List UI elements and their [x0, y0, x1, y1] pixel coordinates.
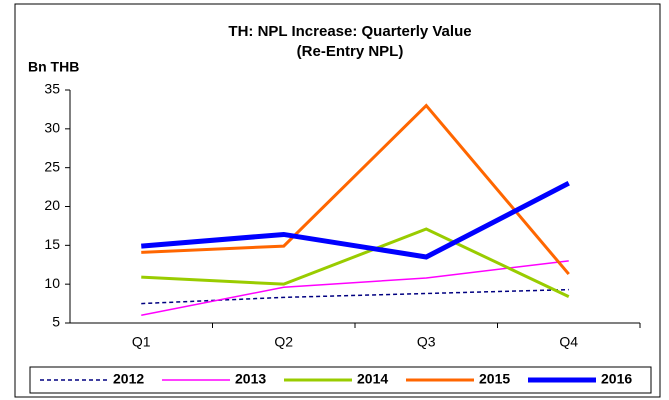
x-tick-label: Q3 — [417, 334, 436, 350]
legend-label: 2013 — [235, 371, 266, 387]
y-tick-label: 25 — [44, 158, 60, 174]
chart-subtitle: (Re-Entry NPL) — [297, 43, 404, 60]
chart-frame — [14, 3, 661, 398]
series-line — [141, 180, 570, 260]
legend-label: 2015 — [479, 371, 510, 387]
y-tick-label: 35 — [44, 81, 60, 97]
series-line — [141, 260, 569, 316]
y-tick-label: 15 — [44, 236, 60, 252]
series-line — [141, 227, 570, 298]
y-tick-label: 30 — [44, 120, 60, 136]
x-tick-label: Q2 — [274, 334, 293, 350]
y-tick-label: 10 — [44, 275, 60, 291]
x-tick-label: Q4 — [559, 334, 578, 350]
chart-title: TH: NPL Increase: Quarterly Value — [228, 23, 471, 40]
y-tick-label: 20 — [44, 197, 60, 213]
y-axis-label: Bn THB — [28, 59, 79, 75]
series-line — [141, 288, 569, 305]
legend-label: 2012 — [113, 371, 144, 387]
legend-label: 2016 — [601, 371, 632, 387]
x-tick-label: Q1 — [132, 334, 151, 350]
y-tick-label: 5 — [52, 314, 60, 330]
series-line — [141, 103, 570, 276]
legend-label: 2014 — [357, 371, 388, 387]
